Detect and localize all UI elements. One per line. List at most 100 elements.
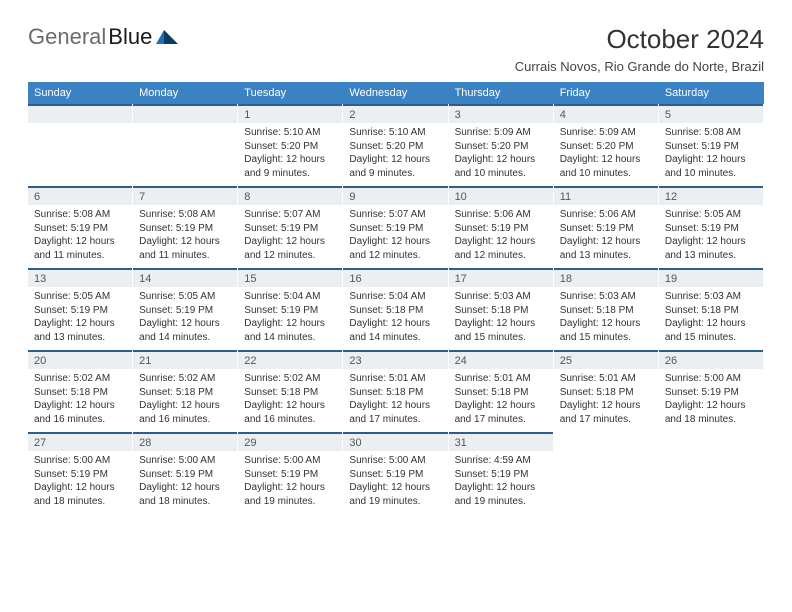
calendar-day-cell: 8Sunrise: 5:07 AMSunset: 5:19 PMDaylight… [238, 186, 343, 268]
daylight-line: Daylight: 12 hours and 14 minutes. [244, 317, 336, 344]
day-number: 18 [554, 268, 658, 287]
day-number: 11 [554, 186, 658, 205]
sunrise-line: Sunrise: 5:01 AM [560, 372, 652, 386]
day-details: Sunrise: 5:10 AMSunset: 5:20 PMDaylight:… [238, 123, 342, 186]
day-details: Sunrise: 5:08 AMSunset: 5:19 PMDaylight:… [659, 123, 763, 186]
sunrise-line: Sunrise: 5:06 AM [560, 208, 652, 222]
calendar-day-cell: 15Sunrise: 5:04 AMSunset: 5:19 PMDayligh… [238, 268, 343, 350]
calendar-day-cell: 9Sunrise: 5:07 AMSunset: 5:19 PMDaylight… [343, 186, 448, 268]
day-number: 16 [343, 268, 447, 287]
calendar-day-cell: 18Sunrise: 5:03 AMSunset: 5:18 PMDayligh… [554, 268, 659, 350]
calendar-day-cell: 24Sunrise: 5:01 AMSunset: 5:18 PMDayligh… [449, 350, 554, 432]
day-number: 19 [659, 268, 763, 287]
daylight-line: Daylight: 12 hours and 18 minutes. [665, 399, 757, 426]
sunrise-line: Sunrise: 5:08 AM [665, 126, 757, 140]
sunset-line: Sunset: 5:20 PM [244, 140, 336, 154]
sunrise-line: Sunrise: 5:02 AM [139, 372, 231, 386]
calendar-day-cell: 13Sunrise: 5:05 AMSunset: 5:19 PMDayligh… [28, 268, 133, 350]
calendar: SundayMondayTuesdayWednesdayThursdayFrid… [28, 82, 764, 514]
calendar-day-cell: 21Sunrise: 5:02 AMSunset: 5:18 PMDayligh… [133, 350, 238, 432]
sunrise-line: Sunrise: 5:09 AM [455, 126, 547, 140]
sunrise-line: Sunrise: 5:09 AM [560, 126, 652, 140]
day-details: Sunrise: 5:09 AMSunset: 5:20 PMDaylight:… [449, 123, 553, 186]
day-details: Sunrise: 5:00 AMSunset: 5:19 PMDaylight:… [659, 369, 763, 432]
sunset-line: Sunset: 5:19 PM [665, 386, 757, 400]
weekday-column-header: Wednesday [343, 82, 448, 104]
daylight-line: Daylight: 12 hours and 18 minutes. [34, 481, 126, 508]
sunset-line: Sunset: 5:19 PM [139, 304, 231, 318]
daylight-line: Daylight: 12 hours and 13 minutes. [665, 235, 757, 262]
sunset-line: Sunset: 5:19 PM [244, 304, 336, 318]
day-number: 30 [343, 432, 447, 451]
daylight-line: Daylight: 12 hours and 16 minutes. [244, 399, 336, 426]
sunset-line: Sunset: 5:19 PM [139, 468, 231, 482]
day-details: Sunrise: 5:05 AMSunset: 5:19 PMDaylight:… [133, 287, 237, 350]
sunrise-line: Sunrise: 5:02 AM [34, 372, 126, 386]
day-number: 24 [449, 350, 553, 369]
calendar-day-cell: 14Sunrise: 5:05 AMSunset: 5:19 PMDayligh… [133, 268, 238, 350]
daylight-line: Daylight: 12 hours and 9 minutes. [244, 153, 336, 180]
daylight-line: Daylight: 12 hours and 17 minutes. [560, 399, 652, 426]
sunset-line: Sunset: 5:19 PM [34, 222, 126, 236]
daylight-line: Daylight: 12 hours and 19 minutes. [455, 481, 547, 508]
daylight-line: Daylight: 12 hours and 10 minutes. [455, 153, 547, 180]
weekday-column-header: Sunday [28, 82, 133, 104]
calendar-day-cell: 22Sunrise: 5:02 AMSunset: 5:18 PMDayligh… [238, 350, 343, 432]
sunset-line: Sunset: 5:19 PM [560, 222, 652, 236]
day-number: 5 [659, 104, 763, 123]
day-number: 26 [659, 350, 763, 369]
sunset-line: Sunset: 5:18 PM [560, 386, 652, 400]
calendar-day-cell: 20Sunrise: 5:02 AMSunset: 5:18 PMDayligh… [28, 350, 133, 432]
weekday-header-row: SundayMondayTuesdayWednesdayThursdayFrid… [28, 82, 764, 104]
daylight-line: Daylight: 12 hours and 15 minutes. [455, 317, 547, 344]
calendar-week-row: 6Sunrise: 5:08 AMSunset: 5:19 PMDaylight… [28, 186, 764, 268]
daylight-line: Daylight: 12 hours and 16 minutes. [139, 399, 231, 426]
page-title: October 2024 [515, 24, 764, 55]
sunrise-line: Sunrise: 5:03 AM [665, 290, 757, 304]
daylight-line: Daylight: 12 hours and 15 minutes. [665, 317, 757, 344]
calendar-day-cell: 27Sunrise: 5:00 AMSunset: 5:19 PMDayligh… [28, 432, 133, 514]
sunset-line: Sunset: 5:20 PM [455, 140, 547, 154]
calendar-day-cell: 31Sunrise: 4:59 AMSunset: 5:19 PMDayligh… [449, 432, 554, 514]
day-number: 1 [238, 104, 342, 123]
daylight-line: Daylight: 12 hours and 14 minutes. [349, 317, 441, 344]
sunset-line: Sunset: 5:20 PM [560, 140, 652, 154]
day-details: Sunrise: 5:04 AMSunset: 5:18 PMDaylight:… [343, 287, 447, 350]
sunrise-line: Sunrise: 5:05 AM [665, 208, 757, 222]
title-block: October 2024 Currais Novos, Rio Grande d… [515, 24, 764, 74]
calendar-day-cell: 19Sunrise: 5:03 AMSunset: 5:18 PMDayligh… [659, 268, 764, 350]
calendar-day-cell: 28Sunrise: 5:00 AMSunset: 5:19 PMDayligh… [133, 432, 238, 514]
sunset-line: Sunset: 5:19 PM [34, 304, 126, 318]
daylight-line: Daylight: 12 hours and 16 minutes. [34, 399, 126, 426]
sunset-line: Sunset: 5:18 PM [34, 386, 126, 400]
daylight-line: Daylight: 12 hours and 13 minutes. [560, 235, 652, 262]
day-number: 7 [133, 186, 237, 205]
logo-mark-icon [156, 24, 182, 50]
daylight-line: Daylight: 12 hours and 11 minutes. [34, 235, 126, 262]
daylight-line: Daylight: 12 hours and 17 minutes. [455, 399, 547, 426]
calendar-day-cell: 3Sunrise: 5:09 AMSunset: 5:20 PMDaylight… [449, 104, 554, 186]
sunrise-line: Sunrise: 5:00 AM [139, 454, 231, 468]
day-number [554, 432, 658, 449]
calendar-body: 1Sunrise: 5:10 AMSunset: 5:20 PMDaylight… [28, 104, 764, 514]
sunrise-line: Sunrise: 5:00 AM [665, 372, 757, 386]
calendar-day-cell [133, 104, 238, 186]
sunset-line: Sunset: 5:19 PM [349, 222, 441, 236]
day-number: 8 [238, 186, 342, 205]
sunset-line: Sunset: 5:18 PM [560, 304, 652, 318]
calendar-day-cell: 17Sunrise: 5:03 AMSunset: 5:18 PMDayligh… [449, 268, 554, 350]
calendar-week-row: 1Sunrise: 5:10 AMSunset: 5:20 PMDaylight… [28, 104, 764, 186]
sunset-line: Sunset: 5:20 PM [349, 140, 441, 154]
day-details: Sunrise: 5:03 AMSunset: 5:18 PMDaylight:… [554, 287, 658, 350]
day-number [659, 432, 763, 449]
sunrise-line: Sunrise: 5:00 AM [34, 454, 126, 468]
calendar-week-row: 20Sunrise: 5:02 AMSunset: 5:18 PMDayligh… [28, 350, 764, 432]
day-details: Sunrise: 5:03 AMSunset: 5:18 PMDaylight:… [449, 287, 553, 350]
daylight-line: Daylight: 12 hours and 9 minutes. [349, 153, 441, 180]
sunset-line: Sunset: 5:18 PM [139, 386, 231, 400]
sunset-line: Sunset: 5:18 PM [455, 386, 547, 400]
sunset-line: Sunset: 5:19 PM [665, 140, 757, 154]
day-details: Sunrise: 5:00 AMSunset: 5:19 PMDaylight:… [343, 451, 447, 514]
sunrise-line: Sunrise: 5:05 AM [139, 290, 231, 304]
sunrise-line: Sunrise: 5:00 AM [349, 454, 441, 468]
